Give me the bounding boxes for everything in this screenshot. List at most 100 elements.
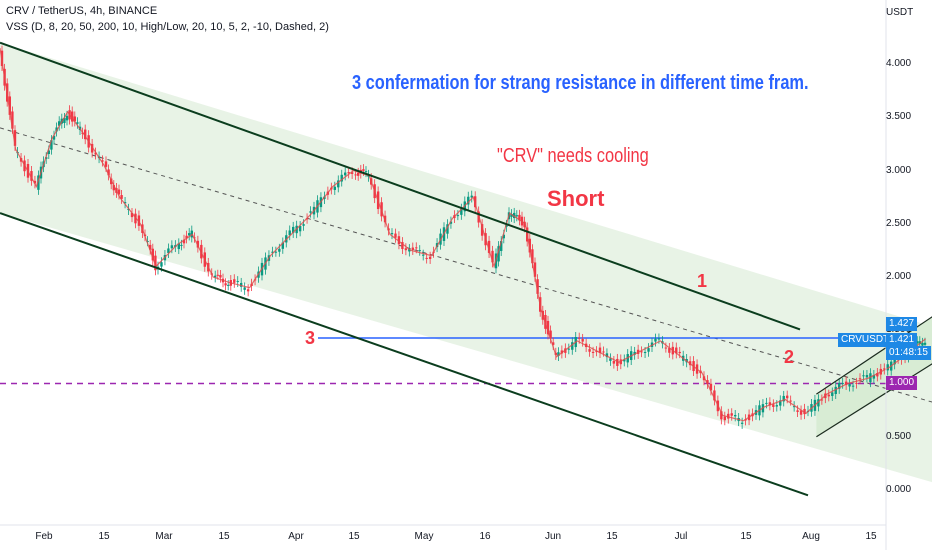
time-tick: 15 (606, 531, 618, 542)
candle-body (11, 111, 14, 129)
candle-body (546, 320, 550, 335)
candle-body (364, 171, 368, 173)
candle-body (309, 211, 312, 213)
candle-body (515, 215, 518, 217)
candle-body (243, 287, 246, 290)
candle-body (37, 175, 40, 190)
candle-body (862, 375, 865, 377)
candle-body (549, 330, 552, 339)
price-tick: 2.000 (886, 271, 912, 282)
candle-body (281, 242, 284, 249)
time-tick: Feb (35, 531, 53, 542)
time-tick: Jul (674, 531, 688, 542)
label-1: 1 (697, 271, 708, 291)
currency-label: USDT (886, 7, 914, 18)
label-3: 3 (305, 328, 316, 348)
candle-body (340, 174, 343, 182)
candle-body (362, 169, 365, 171)
candle-body (33, 180, 37, 184)
candle-body (552, 342, 555, 345)
candle-body (536, 279, 539, 294)
price-tick: 3.000 (886, 164, 912, 176)
candle-body (214, 275, 217, 278)
time-tick: 15 (348, 531, 360, 542)
candle-body (149, 244, 152, 250)
candle-body (188, 233, 191, 236)
candle-body (657, 338, 661, 340)
candle-body (865, 375, 869, 378)
candle-body (605, 353, 609, 358)
candle-body (170, 245, 174, 249)
candle-body (602, 351, 605, 353)
candle-body (101, 160, 104, 162)
candle-body (190, 230, 193, 238)
candle-body (664, 347, 668, 349)
candle-body (117, 189, 121, 195)
candle-body (71, 111, 74, 122)
candle-body (591, 351, 595, 353)
candle-body (411, 247, 414, 250)
candle-body (278, 248, 281, 252)
candle-body (130, 212, 134, 218)
candle-body (588, 349, 591, 352)
candle-body (219, 274, 222, 278)
candle-body (55, 127, 58, 132)
candle-body (918, 341, 921, 345)
candle-body (523, 221, 526, 228)
candle-body (768, 402, 772, 406)
candle-body (789, 400, 792, 402)
candle-body (390, 233, 394, 235)
candle-body (643, 351, 647, 354)
channel-upper-line (0, 41, 801, 331)
candle-body (76, 122, 79, 124)
candle-body (647, 348, 650, 352)
indicator-settings[interactable]: VSS (D, 8, 20, 50, 200, 10, High/Low, 20… (6, 21, 329, 33)
candle-body (154, 255, 157, 271)
candle-body (921, 342, 924, 346)
candle-body (470, 195, 473, 198)
time-tick: 15 (218, 531, 230, 542)
candle-body (654, 338, 657, 342)
candle-body (467, 196, 470, 205)
candle-body (893, 358, 896, 365)
candle-body (500, 241, 503, 251)
candle-body (151, 248, 154, 261)
candle-body (8, 96, 11, 115)
candle-body (841, 382, 844, 384)
time-tick: Apr (288, 531, 304, 542)
candle-body (224, 283, 227, 286)
candle-body (616, 358, 619, 366)
high-level-tag: 1.427 (886, 317, 918, 331)
candle-body (425, 257, 428, 259)
candle-body (723, 416, 726, 421)
candle-body (216, 274, 219, 276)
symbol-title: CRV / TetherUS, 4h, BINANCE (6, 5, 158, 17)
candle-body (446, 224, 449, 234)
candle-body (182, 239, 186, 244)
candle-body (422, 254, 425, 256)
candle-body (487, 240, 491, 253)
candle-body (120, 195, 123, 199)
candle-body (73, 116, 76, 122)
time-tick: 15 (740, 531, 752, 542)
candle-body (567, 348, 570, 350)
candle-body (623, 359, 626, 362)
candle-body (713, 390, 716, 401)
candle-body (167, 248, 170, 253)
mini-channel-lower-line (816, 363, 932, 438)
candle-body (730, 413, 733, 416)
candle-body (923, 342, 927, 345)
candle-body (123, 202, 127, 204)
candle-body (180, 244, 183, 246)
candle-body (595, 351, 598, 353)
candle-body (354, 174, 357, 176)
time-tick: 16 (479, 531, 491, 542)
candle-body (513, 212, 516, 219)
candle-body (858, 378, 862, 380)
candle-body (480, 224, 484, 236)
short-annotation: Short (547, 186, 605, 211)
candle-body (772, 404, 775, 407)
candle-body (401, 242, 404, 250)
candle-body (30, 171, 33, 181)
